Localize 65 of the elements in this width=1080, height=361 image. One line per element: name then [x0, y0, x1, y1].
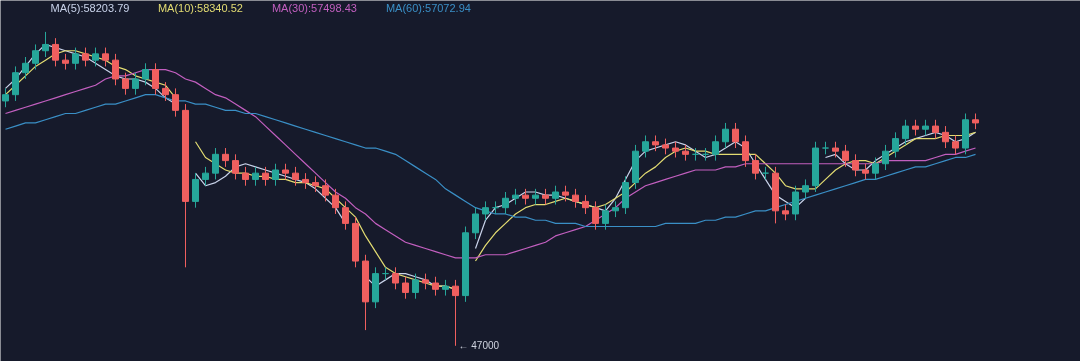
candlestick — [192, 172, 199, 209]
candlestick — [162, 81, 169, 102]
candlestick — [262, 166, 269, 187]
candlestick — [272, 163, 279, 187]
candlestick — [902, 119, 909, 146]
candlestick — [102, 47, 109, 67]
candlestick — [392, 266, 399, 290]
candlestick — [932, 119, 939, 140]
candlestick — [852, 153, 859, 177]
candlestick — [432, 276, 439, 297]
candlestick — [32, 43, 39, 71]
candlestick — [752, 153, 759, 180]
candlestick — [452, 279, 459, 347]
candlestick — [212, 147, 219, 180]
candlestick — [472, 207, 479, 240]
candlestick — [332, 188, 339, 215]
candlestick — [722, 122, 729, 149]
candlestick — [892, 131, 899, 158]
candlestick — [582, 194, 589, 215]
candlestick — [52, 37, 59, 67]
candlestick — [152, 62, 159, 96]
candlestick — [72, 47, 79, 71]
candlestick — [122, 72, 129, 96]
candlestick — [792, 185, 799, 221]
candlestick — [602, 204, 609, 231]
candlestick — [142, 62, 149, 86]
candlestick — [252, 166, 259, 187]
candlestick — [172, 87, 179, 118]
candlestick — [412, 273, 419, 300]
candlestick — [112, 53, 119, 86]
candlestick — [132, 72, 139, 96]
candlestick — [12, 65, 19, 102]
candlestick — [232, 153, 239, 180]
candlestick — [882, 144, 889, 171]
annotation: ← 47000 — [458, 340, 500, 352]
candlestick — [2, 87, 9, 108]
candlestick — [202, 166, 209, 187]
candlestick — [572, 188, 579, 209]
candlestick — [482, 200, 489, 221]
candlestick — [402, 276, 409, 300]
candlestick — [802, 178, 809, 199]
candlestick — [342, 200, 349, 231]
candlestick — [82, 47, 89, 67]
text: MA(30):57498.43 — [271, 2, 357, 15]
candlestick — [552, 185, 559, 206]
text: MA(5):58203.79 — [50, 2, 130, 15]
candlestick — [242, 166, 249, 187]
candlestick — [502, 191, 509, 215]
candlestick — [42, 31, 49, 58]
candlestick — [292, 166, 299, 187]
text: MA(60):57072.94 — [385, 2, 471, 15]
candlestick — [592, 200, 599, 231]
text: MA(10):58340.52 — [157, 2, 243, 15]
candlestick — [872, 156, 879, 180]
candlestick — [322, 178, 329, 202]
candlestick — [942, 125, 949, 149]
candlestick — [712, 134, 719, 162]
candlestick — [732, 122, 739, 149]
candlestick — [642, 134, 649, 158]
candlestick — [222, 147, 229, 168]
candlestick — [92, 47, 99, 67]
candlestick — [952, 134, 959, 155]
candlestick — [742, 134, 749, 168]
candlestick — [842, 144, 849, 168]
candlestick — [22, 56, 29, 80]
